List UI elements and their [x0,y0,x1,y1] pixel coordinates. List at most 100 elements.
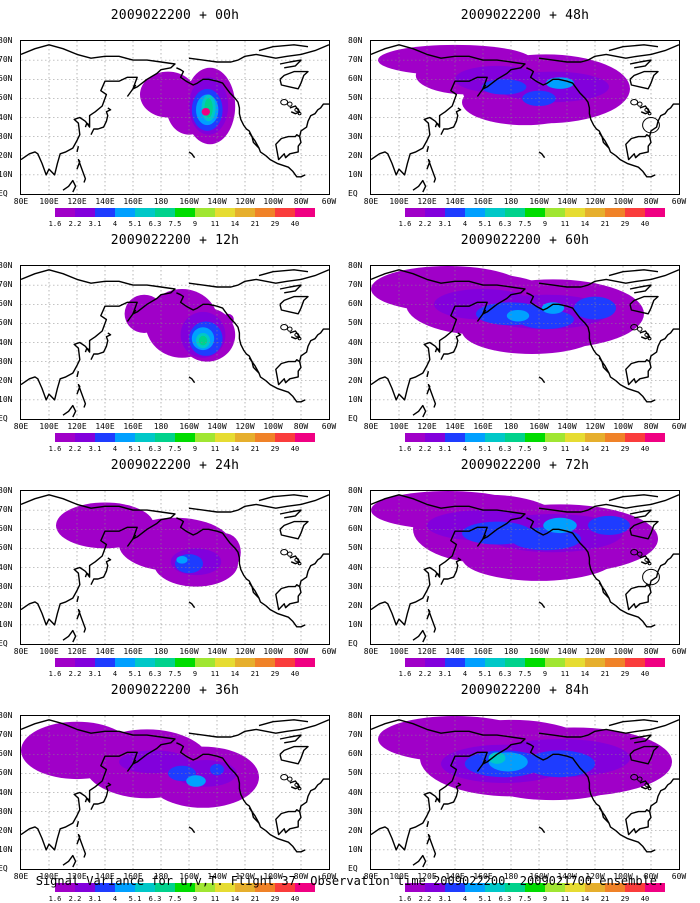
y-tick-label: 50N [348,543,363,553]
y-tick-label: 30N [348,356,363,366]
colorbar-label: 11 [560,670,570,678]
x-tick-label: 160E [123,422,143,431]
colorbar-label: 9 [542,895,548,903]
x-tick-label: 80E [363,422,379,431]
coastline [587,44,679,61]
y-tick-label: 10N [348,394,363,404]
colorbar-swatch [445,883,465,892]
x-tick-label: 180 [503,872,519,881]
colorbar-label: 3.1 [438,445,452,453]
colorbar-swatch [75,433,95,442]
lake-outline [297,562,302,566]
colorbar-swatch [465,658,485,667]
colorbar-swatch [405,883,425,892]
coastline [188,57,239,63]
y-tick-label: 40N [0,112,13,122]
variance-field-map [21,41,329,194]
x-tick-label: 140E [445,197,465,206]
variance-field-map [21,716,329,869]
colorbar-label: 3.1 [438,670,452,678]
y-tick-label: 60N [0,74,13,84]
coastline [62,179,77,193]
colorbar-label: 3.1 [438,220,452,228]
colorbar-label: 9 [542,670,548,678]
colorbar-swatch [235,208,255,217]
coastline [440,557,462,586]
y-tick-label: 70N [0,505,13,515]
x-tick-label: 80E [13,647,29,656]
coastline [629,59,652,69]
y-tick-label: 30N [348,581,363,591]
colorbar-swatch [55,658,75,667]
x-tick-label: 160W [529,872,549,881]
colorbar-label: 21 [600,670,610,678]
x-tick-label: 120E [67,647,87,656]
variance-contour-fill [186,775,206,787]
coastline [434,797,440,803]
coastline [279,70,309,90]
coastline [538,601,546,609]
colorbar-swatch [585,433,605,442]
y-tick-label: EQ [0,864,8,873]
coastline [476,759,487,772]
y-tick-label: 30N [348,806,363,816]
colorbar-swatch [525,883,545,892]
panel-title: 2009022200 + 24h [110,458,240,473]
colorbar-label: 1.6 [398,670,412,678]
colorbar-swatch [605,883,625,892]
colorbar-label: 3.1 [88,895,102,903]
map-panel-72h: 2009022200 + 72h EQ 10N 20N 30N 40N 50N 60N 70N 8… [348,450,700,678]
coastline [538,826,546,834]
colorbar-swatch [255,883,275,892]
x-tick-label: 80E [363,872,379,881]
figure-caption: Signal Variance for u,v,T. Flight 37. Ob… [35,874,665,888]
x-tick-label: 100W [263,422,283,431]
coastline [188,507,239,513]
colorbar-label: 6.3 [498,895,512,903]
colorbar-label: 1.6 [398,445,412,453]
coastline [608,494,659,502]
y-tick-label: 10N [348,844,363,854]
colorbar-swatch [445,433,465,442]
variance-field-map [371,41,679,194]
x-tick-label: 100E [39,422,59,431]
colorbar-label: 9 [542,220,548,228]
colorbar-swatch [425,658,445,667]
colorbar-label: 40 [290,445,300,453]
colorbar-label: 2.2 [418,670,432,678]
y-tick-label: 60N [0,299,13,309]
coastline [412,854,427,868]
x-tick-label: 100E [39,647,59,656]
x-tick-label: 140W [207,872,227,881]
coastline [90,332,112,361]
coastline [176,67,306,178]
colorbar-swatch [95,883,115,892]
colorbar-label: 11 [210,445,220,453]
lake-outline [630,549,639,556]
x-tick-label: 100W [263,197,283,206]
y-tick-label: 40N [348,562,363,572]
coastline [587,719,679,736]
lake-outline [297,337,302,341]
x-tick-label: 60W [671,872,687,881]
colorbar-swatch [155,883,175,892]
lake-outline [637,326,643,332]
colorbar-label: 11 [560,220,570,228]
x-tick-label: 60W [671,422,687,431]
x-tick-label: 120E [417,422,437,431]
colorbar-swatch [465,433,485,442]
coastline [426,596,430,603]
map-plot-area [20,715,330,870]
variance-contour-fill [588,515,630,535]
colorbar-label: 40 [640,895,650,903]
coastline [62,404,77,418]
x-tick-label: 80W [293,647,309,656]
x-tick-label: 100W [613,872,633,881]
colorbar [55,883,315,892]
coastline [629,745,659,765]
coastline [412,179,427,193]
colorbar-swatch [405,658,425,667]
colorbar-label: 29 [270,670,280,678]
x-tick-label: 140W [207,647,227,656]
coastline [629,734,652,744]
